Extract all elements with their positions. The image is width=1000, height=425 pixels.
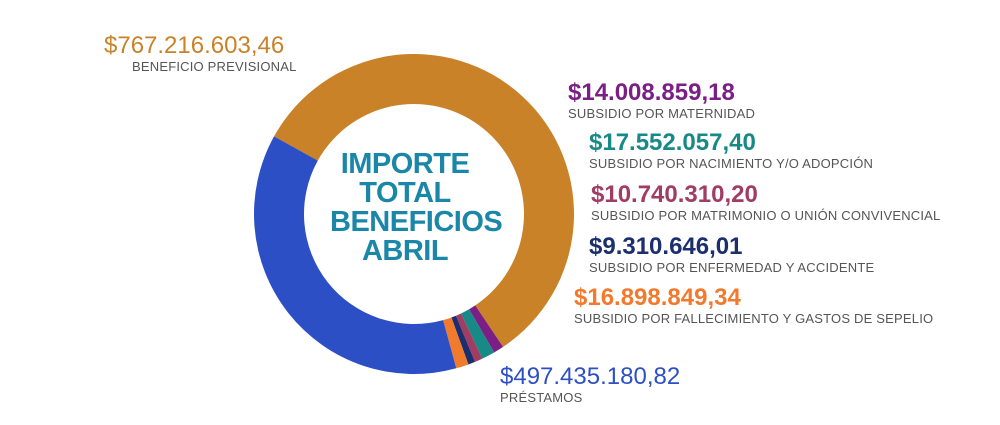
slice-label-enfermedad-accidente: SUBSIDIO POR ENFERMEDAD Y ACCIDENTE: [589, 260, 875, 275]
donut-slice-3: [455, 313, 483, 362]
callout-beneficio-previsional: $767.216.603,46 BENEFICIO PREVISIONAL: [104, 33, 297, 75]
callout-maternidad: $14.008.859,18 SUBSIDIO POR MATERNIDAD: [568, 80, 755, 122]
slice-label-matrimonio: SUBSIDIO POR MATRIMONIO O UNIÓN CONVIVEN…: [591, 208, 941, 223]
center-title-line-3: BENEFICIOS: [330, 206, 503, 238]
slice-label-fallecimiento-sepelio: SUBSIDIO POR FALLECIMIENTO Y GASTOS DE S…: [574, 311, 934, 326]
donut-slice-6: [254, 136, 457, 374]
callout-fallecimiento-sepelio: $16.898.849,34 SUBSIDIO POR FALLECIMIENT…: [574, 285, 933, 327]
slice-label-nacimiento-adopcion: SUBSIDIO POR NACIMIENTO Y/O ADOPCIÓN: [589, 156, 874, 171]
callout-nacimiento-adopcion: $17.552.057,40 SUBSIDIO POR NACIMIENTO Y…: [589, 130, 873, 172]
slice-value-maternidad: $14.008.859,18: [568, 79, 735, 106]
slice-value-enfermedad-accidente: $9.310.646,01: [589, 233, 743, 260]
center-title-line-2: TOTAL: [359, 177, 451, 209]
slice-label-beneficio-previsional: BENEFICIO PREVISIONAL: [132, 59, 297, 74]
slice-value-matrimonio: $10.740.310,20: [591, 181, 758, 208]
center-title-line-1: IMPORTE: [340, 148, 470, 180]
slice-label-prestamos: PRÉSTAMOS: [500, 390, 583, 405]
slice-value-nacimiento-adopcion: $17.552.057,40: [589, 129, 756, 156]
callout-matrimonio: $10.740.310,20 SUBSIDIO POR MATRIMONIO O…: [591, 182, 941, 224]
donut-slice-0: [274, 54, 575, 347]
slice-value-fallecimiento-sepelio: $16.898.849,34: [574, 284, 741, 311]
donut-slice-4: [451, 315, 475, 365]
slice-value-beneficio-previsional: $767.216.603,46: [104, 32, 285, 59]
slice-label-maternidad: SUBSIDIO POR MATERNIDAD: [568, 106, 756, 121]
donut-slice-1: [469, 305, 504, 353]
center-title-line-4: ABRIL: [361, 235, 449, 267]
callout-prestamos: $497.435.180,82 PRÉSTAMOS: [500, 364, 680, 406]
donut-slice-2: [461, 309, 495, 359]
slice-value-prestamos: $497.435.180,82: [500, 363, 681, 390]
donut-slice-5: [443, 317, 469, 369]
callout-enfermedad-accidente: $9.310.646,01 SUBSIDIO POR ENFERMEDAD Y …: [589, 234, 874, 276]
center-title: IMPORTE TOTAL BENEFICIOS ABRIL: [330, 148, 503, 267]
